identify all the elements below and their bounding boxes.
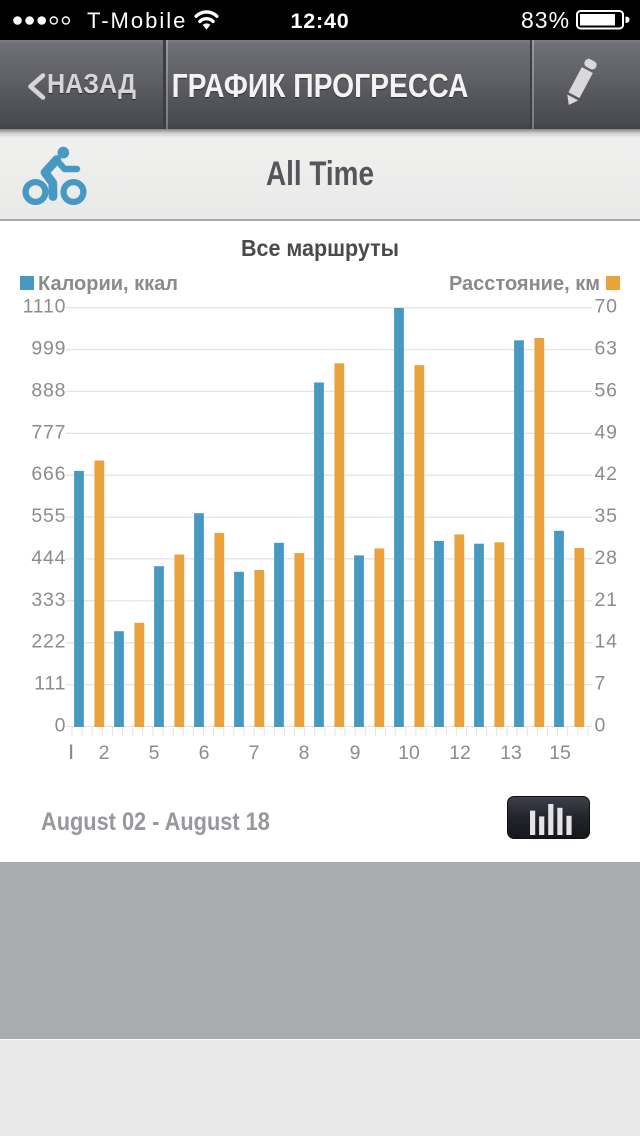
svg-text:49: 49 <box>595 421 618 443</box>
svg-text:888: 888 <box>31 379 66 401</box>
svg-text:8: 8 <box>299 742 310 764</box>
svg-text:21: 21 <box>595 589 618 611</box>
svg-text:14: 14 <box>595 631 618 653</box>
svg-text:56: 56 <box>595 379 618 401</box>
svg-text:7: 7 <box>595 673 607 695</box>
svg-text:7: 7 <box>249 742 260 764</box>
svg-text:9: 9 <box>350 742 361 764</box>
svg-text:42: 42 <box>595 463 618 485</box>
svg-text:0: 0 <box>595 714 607 736</box>
svg-text:222: 222 <box>31 631 66 653</box>
svg-text:444: 444 <box>31 547 66 569</box>
svg-text:15: 15 <box>549 742 571 764</box>
svg-text:777: 777 <box>31 421 66 443</box>
svg-text:70: 70 <box>595 296 618 318</box>
svg-text:35: 35 <box>595 505 618 527</box>
svg-text:666: 666 <box>31 463 66 485</box>
svg-text:555: 555 <box>31 505 66 527</box>
svg-text:13: 13 <box>500 742 522 764</box>
svg-text:5: 5 <box>149 742 160 764</box>
svg-text:2: 2 <box>99 742 110 764</box>
svg-text:333: 333 <box>31 589 66 611</box>
svg-text:111: 111 <box>34 673 66 695</box>
svg-text:1110: 1110 <box>23 296 67 318</box>
svg-text:12: 12 <box>449 742 471 764</box>
svg-text:63: 63 <box>595 338 618 360</box>
svg-text:28: 28 <box>595 547 618 569</box>
svg-text:10: 10 <box>398 742 420 764</box>
svg-text:999: 999 <box>31 338 66 360</box>
svg-text:6: 6 <box>199 742 210 764</box>
svg-text:0: 0 <box>55 714 67 736</box>
